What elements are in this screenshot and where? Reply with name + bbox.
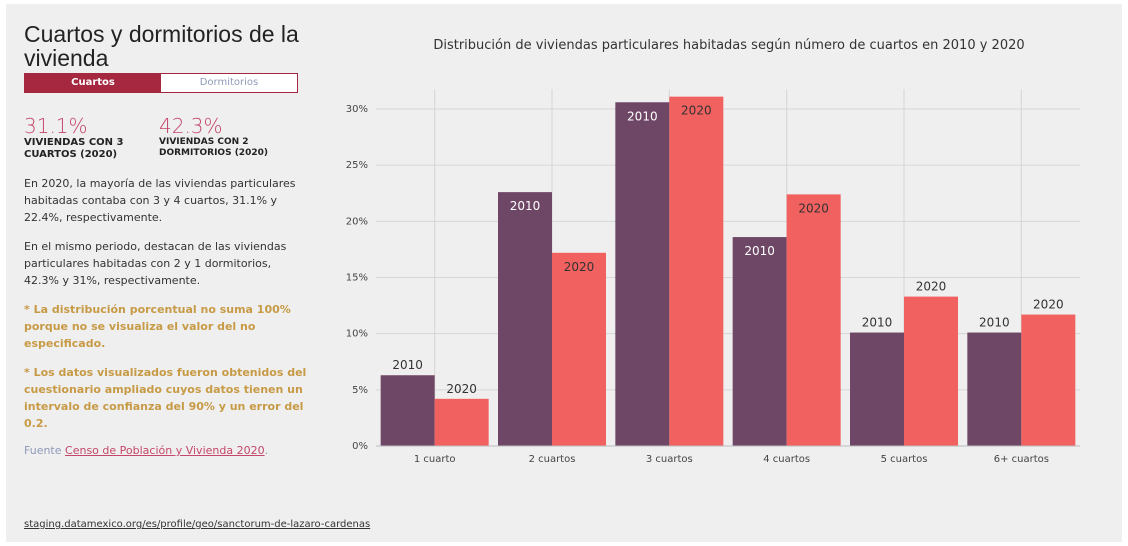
x-tick-label: 2 cuartos: [529, 454, 576, 465]
bar-2010: [732, 237, 787, 446]
stat-label: Viviendas con 2 dormitorios (2020): [159, 137, 268, 158]
bar-2010: [498, 192, 552, 446]
bar-2020: [904, 296, 958, 446]
description-paragraph: En el mismo periodo, destacan de las viv…: [24, 240, 287, 287]
bar-label: 2010: [744, 244, 775, 258]
bar-label: 2020: [446, 382, 477, 396]
stat-three-rooms: 31.1% Viviendas con 3 cuartos (2020): [24, 115, 159, 161]
y-tick-label: 5%: [352, 385, 368, 396]
bar-2010: [615, 102, 670, 446]
source-link[interactable]: Censo de Población y Vivienda 2020: [65, 444, 265, 457]
x-tick-label: 5 cuartos: [881, 454, 928, 465]
description-paragraph: En 2020, la mayoría de las viviendas par…: [24, 177, 296, 224]
bar-label: 2010: [862, 316, 893, 330]
y-tick-label: 25%: [346, 160, 368, 171]
bar-chart: 0% 5% 10% 15% 20% 25% 30% 2010 2020 1 cuarto 2010 2…: [346, 89, 1080, 465]
bar-label: 2020: [564, 260, 595, 274]
y-tick-label: 10%: [346, 329, 368, 340]
bar-2010: [850, 332, 904, 446]
bar-label: 2020: [1033, 298, 1064, 312]
stats-row: 31.1% Viviendas con 3 cuartos (2020) 42.…: [24, 115, 324, 161]
bar-label: 2010: [627, 109, 658, 123]
x-tick-label: 1 cuarto: [414, 454, 456, 465]
note-paragraph: * Los datos visualizados fueron obtenido…: [24, 366, 307, 430]
page: Cuartos y dormitorios de la vivienda Cua…: [6, 4, 1122, 542]
stat-value: 31.1%: [24, 114, 88, 138]
bar-2020: [786, 194, 841, 446]
y-tick-label: 30%: [346, 104, 368, 115]
note-paragraph: * La distribución porcentual no suma 100…: [24, 303, 291, 350]
stat-value: 42.3%: [159, 114, 223, 138]
tab-bar: Cuartos Dormitorios: [24, 73, 298, 93]
x-tick-label: 6+ cuartos: [994, 454, 1049, 465]
bar-2020: [1021, 314, 1076, 446]
source-prefix: Fuente: [24, 444, 62, 457]
x-tick-label: 4 cuartos: [763, 454, 810, 465]
stat-label: Viviendas con 3 cuartos (2020): [24, 137, 124, 160]
bar-2010: [967, 332, 1022, 446]
bar-label: 2010: [979, 316, 1010, 330]
footer-url-link[interactable]: staging.datamexico.org/es/profile/geo/sa…: [24, 519, 371, 530]
chart-title: Distribución de viviendas particulares h…: [433, 38, 1025, 53]
stat-two-bedrooms: 42.3% Viviendas con 2 dormitorios (2020): [159, 115, 294, 161]
bar-label: 2020: [916, 280, 947, 294]
bar-2020: [669, 96, 724, 446]
bar-label: 2010: [510, 199, 541, 213]
bar-label: 2020: [798, 201, 829, 215]
sidebar: Cuartos y dormitorios de la vivienda Cua…: [24, 22, 324, 457]
y-tick-label: 20%: [346, 216, 368, 227]
bar-2010: [380, 375, 435, 446]
bar-2020: [434, 398, 489, 446]
tab-cuartos[interactable]: Cuartos: [25, 74, 161, 92]
bar-2020: [552, 252, 606, 446]
x-tick-label: 3 cuartos: [646, 454, 693, 465]
y-tick-label: 15%: [346, 273, 368, 284]
bar-label: 2010: [392, 358, 423, 372]
page-title: Cuartos y dormitorios de la vivienda: [24, 21, 299, 71]
source-line: Fuente Censo de Población y Vivienda 202…: [24, 444, 269, 457]
tab-dormitorios[interactable]: Dormitorios: [161, 74, 297, 92]
bar-label: 2020: [681, 104, 712, 118]
y-tick-label: 0%: [352, 441, 368, 452]
